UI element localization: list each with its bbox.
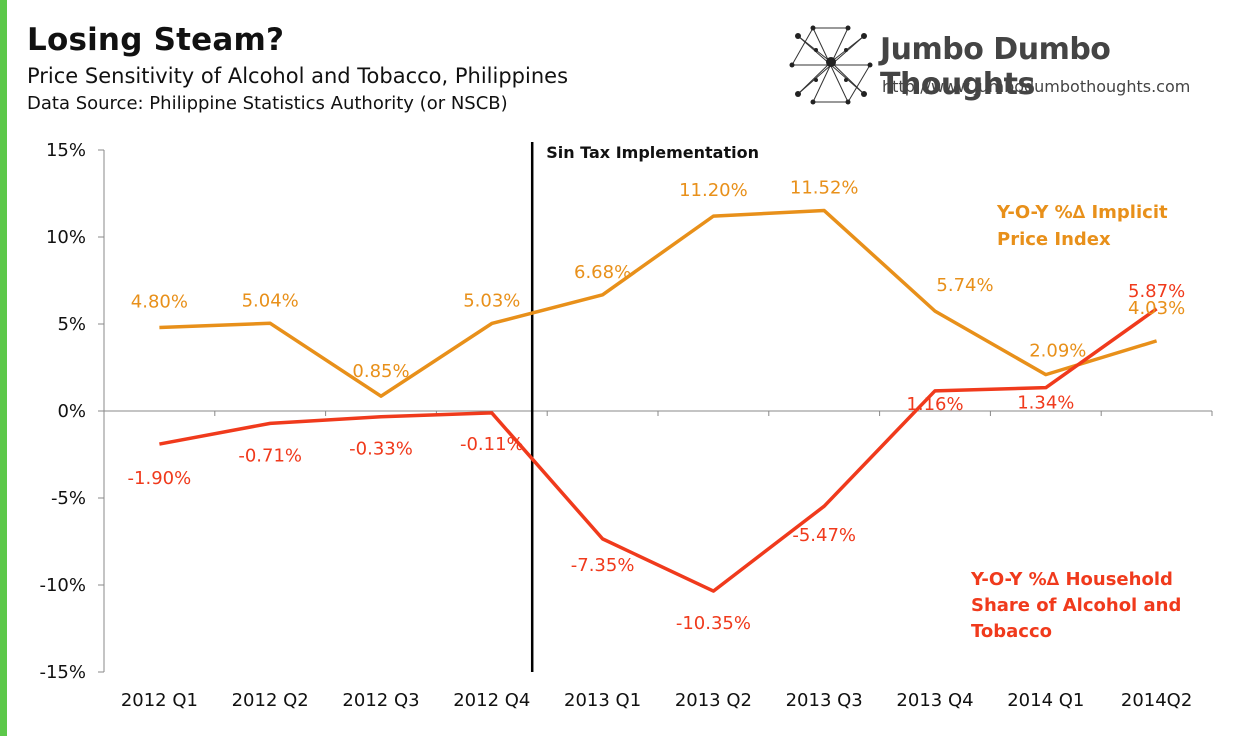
price-index-data-label: 4.03%	[1128, 298, 1185, 319]
network-logo-icon	[789, 25, 873, 105]
x-tick-label: 2013 Q2	[675, 690, 752, 711]
price-index-data-label: 2.09%	[1029, 341, 1086, 362]
price-index-line	[159, 208, 1158, 398]
x-tick-label: 2012 Q2	[232, 690, 309, 711]
price-index-data-label: 5.04%	[242, 290, 299, 311]
price-index-data-label: 11.52%	[790, 178, 859, 199]
household-share-data-label: -0.11%	[460, 434, 524, 455]
logo-url: http://www.jumbodumbothoughts.com	[882, 77, 1191, 96]
y-tick-label: -5%	[51, 488, 86, 509]
price-index-data-label: 11.20%	[679, 180, 748, 201]
y-tick-label: -15%	[39, 662, 86, 683]
price-index-data-label: 5.03%	[463, 290, 520, 311]
y-tick-label: 15%	[46, 140, 86, 161]
household-share-data-label: -1.90%	[128, 468, 192, 489]
household-share-data-label: 1.16%	[906, 394, 963, 415]
household-share-data-label: -0.71%	[238, 445, 302, 466]
y-tick-label: 10%	[46, 227, 86, 248]
y-tick-label: 0%	[57, 401, 86, 422]
logo-name: Jumbo Dumbo Thoughts	[880, 32, 1111, 102]
x-tick-label: 2014 Q1	[1007, 690, 1084, 711]
price-index-data-label: 5.74%	[936, 275, 993, 296]
household-share-data-label: 1.34%	[1017, 393, 1074, 414]
accent-bar	[0, 0, 7, 736]
household-share-series-label: Share of Alcohol and	[971, 595, 1181, 616]
chart-title: Losing Steam?	[27, 22, 285, 58]
x-tick-label: 2014Q2	[1121, 690, 1192, 711]
household-share-series-label: Tobacco	[971, 621, 1052, 642]
household-share-data-label: -0.33%	[349, 439, 413, 460]
y-tick-label: -10%	[39, 575, 86, 596]
price-index-data-label: 4.80%	[131, 291, 188, 312]
price-index-series-label: Price Index	[997, 229, 1111, 250]
x-tick-label: 2012 Q4	[453, 690, 530, 711]
x-tick-label: 2012 Q3	[342, 690, 419, 711]
price-index-data-label: 0.85%	[352, 361, 409, 382]
sin-tax-annotation: Sin Tax Implementation	[546, 143, 759, 162]
price-index-series-label: Y-O-Y %∆ Implicit	[996, 202, 1168, 223]
household-share-line	[159, 307, 1158, 593]
household-share-series-label: Y-O-Y %∆ Household	[970, 569, 1173, 590]
logo: Jumbo Dumbo Thoughts http://www.jumbodum…	[788, 22, 1228, 112]
household-share-data-label: 5.87%	[1128, 281, 1185, 302]
x-tick-label: 2012 Q1	[121, 690, 198, 711]
price-index-data-label: 6.68%	[574, 262, 631, 283]
x-tick-label: 2013 Q4	[896, 690, 973, 711]
household-share-data-label: -10.35%	[676, 613, 751, 634]
household-share-data-label: -7.35%	[571, 555, 635, 576]
chart-subtitle: Price Sensitivity of Alcohol and Tobacco…	[27, 64, 569, 88]
x-tick-label: 2013 Q3	[786, 690, 863, 711]
data-source: Data Source: Philippine Statistics Autho…	[27, 93, 508, 114]
y-tick-label: 5%	[57, 314, 86, 335]
x-tick-label: 2013 Q1	[564, 690, 641, 711]
household-share-data-label: -5.47%	[792, 525, 856, 546]
